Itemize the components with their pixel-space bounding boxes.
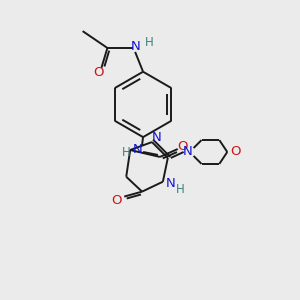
Text: O: O <box>177 140 188 152</box>
Text: O: O <box>111 194 122 207</box>
Text: H: H <box>122 146 130 160</box>
Text: H: H <box>176 183 185 196</box>
Text: O: O <box>230 146 241 158</box>
Text: N: N <box>133 142 143 155</box>
Text: N: N <box>152 130 162 144</box>
Text: N: N <box>183 146 193 158</box>
Text: N: N <box>130 40 140 53</box>
Text: H: H <box>145 35 153 49</box>
Text: O: O <box>93 66 104 79</box>
Text: N: N <box>166 177 176 190</box>
